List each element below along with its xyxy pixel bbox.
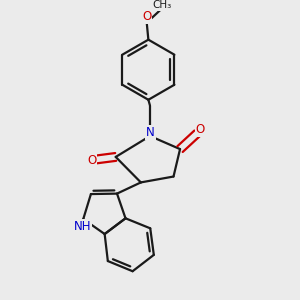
Text: O: O	[142, 10, 152, 23]
Text: O: O	[196, 123, 205, 136]
Text: CH₃: CH₃	[153, 0, 172, 10]
Text: NH: NH	[74, 220, 92, 233]
Text: O: O	[87, 154, 96, 167]
Text: N: N	[146, 126, 155, 139]
